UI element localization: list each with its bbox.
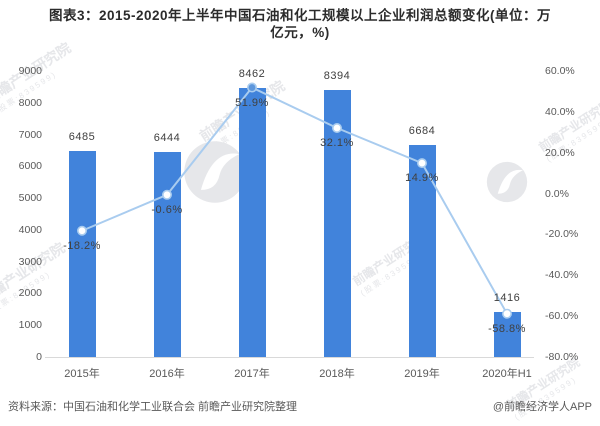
footer: 资料来源：中国石油和化学工业联合会 前瞻产业研究院整理 @前瞻经济学人APP bbox=[8, 398, 592, 414]
y-axis-right-tick-label: 0.0% bbox=[545, 187, 569, 200]
bar bbox=[153, 152, 181, 357]
line-marker bbox=[501, 308, 512, 319]
y-axis-left-tick-label: 0 bbox=[36, 351, 42, 363]
line-path bbox=[81, 86, 508, 315]
line-marker bbox=[247, 82, 258, 93]
x-axis-category-label: 2019年 bbox=[404, 368, 440, 380]
y-axis-left-tick-label: 6000 bbox=[18, 160, 42, 173]
chart-title-line2: 亿元，%) bbox=[270, 25, 330, 40]
bar bbox=[68, 150, 96, 357]
y-axis-right-tick-label: 60.0% bbox=[545, 65, 575, 77]
bar-value-label: 6684 bbox=[408, 124, 436, 137]
bar bbox=[323, 90, 351, 357]
y-axis-left-tick-label: 2000 bbox=[18, 287, 42, 300]
y-axis-right-tick-label: -40.0% bbox=[545, 269, 579, 282]
y-axis-left-tick-label: 9000 bbox=[18, 65, 42, 77]
bar-value-label: 8462 bbox=[238, 68, 266, 81]
line-value-label: -0.6% bbox=[151, 203, 183, 216]
chart-title-line1: 图表3：2015-2020年上半年中国石油和化工规模以上企业利润总额变化(单位：… bbox=[48, 8, 552, 23]
y-axis-right-tick-label: 40.0% bbox=[545, 105, 575, 118]
y-axis-left-tick-label: 7000 bbox=[18, 128, 42, 141]
line-marker bbox=[77, 225, 88, 236]
x-axis-category-label: 2020年H1 bbox=[482, 368, 532, 380]
x-axis-line bbox=[45, 357, 534, 358]
line-marker bbox=[331, 122, 342, 133]
y-axis-left-tick-label: 5000 bbox=[18, 192, 42, 205]
bar-value-label: 8394 bbox=[323, 70, 351, 83]
line-marker bbox=[416, 158, 427, 169]
y-axis-left-tick-label: 8000 bbox=[18, 96, 42, 109]
bar-value-label: 1416 bbox=[493, 292, 521, 304]
x-axis-category-label: 2017年 bbox=[234, 368, 270, 380]
bar-value-label: 6444 bbox=[153, 132, 181, 145]
y-axis-left-tick-label: 1000 bbox=[18, 319, 42, 332]
bar bbox=[493, 312, 521, 357]
line-value-label: 51.9% bbox=[235, 96, 269, 109]
bar bbox=[238, 88, 266, 357]
line-value-label: -18.2% bbox=[63, 239, 101, 252]
line-value-label: 32.1% bbox=[320, 136, 354, 149]
y-axis-right-tick-label: -60.0% bbox=[545, 310, 579, 323]
x-axis-category-label: 2015年 bbox=[64, 368, 100, 380]
line-marker bbox=[162, 189, 173, 200]
credit-note: @前瞻经济学人APP bbox=[492, 401, 592, 413]
y-axis-right-tick-label: 20.0% bbox=[545, 146, 575, 159]
qianzhan-logo-watermark bbox=[183, 140, 247, 204]
qianzhan-logo-watermark bbox=[486, 161, 528, 203]
y-axis-left-tick-label: 3000 bbox=[18, 255, 42, 268]
line-value-label: -58.8% bbox=[488, 322, 526, 335]
y-axis-left-tick-label: 4000 bbox=[18, 223, 42, 236]
y-axis-right-tick-label: -80.0% bbox=[545, 351, 579, 363]
bar-value-label: 6485 bbox=[68, 130, 96, 143]
x-axis-category-label: 2016年 bbox=[149, 368, 185, 380]
y-axis-right-tick-label: -20.0% bbox=[545, 228, 579, 241]
x-axis-category-label: 2018年 bbox=[319, 368, 355, 380]
line-value-label: 14.9% bbox=[405, 172, 439, 185]
source-note: 资料来源：中国石油和化学工业联合会 前瞻产业研究院整理 bbox=[8, 401, 298, 413]
chart-title: 图表3：2015-2020年上半年中国石油和化工规模以上企业利润总额变化(单位：… bbox=[0, 7, 600, 41]
